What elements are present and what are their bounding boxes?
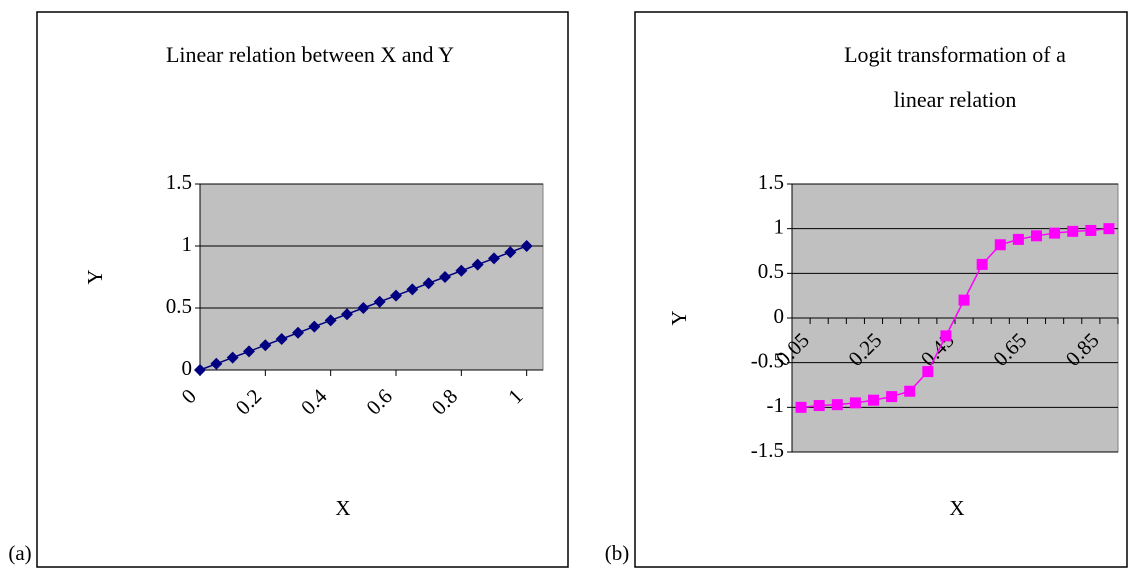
- chart-title-text: Logit transformation of a linear relatio…: [844, 42, 1066, 112]
- data-point: [831, 399, 843, 411]
- data-point: [488, 252, 500, 265]
- data-point: [324, 314, 337, 327]
- data-point: [471, 258, 484, 271]
- plot-area: [199, 183, 544, 371]
- x-axis-label: X: [949, 496, 964, 520]
- data-point: [1031, 230, 1042, 242]
- y-tick-label: 1.5: [166, 170, 192, 194]
- y-tick-label: 0: [182, 356, 193, 380]
- panel-label: (a): [8, 541, 31, 565]
- data-point: [243, 345, 255, 358]
- data-point: [1049, 227, 1061, 239]
- data-point: [226, 351, 239, 364]
- data-point: [886, 391, 898, 403]
- data-point: [904, 385, 916, 397]
- y-tick-label: 0.5: [758, 259, 784, 283]
- data-point: [259, 339, 272, 352]
- data-point: [422, 277, 435, 290]
- chart-title: Logit transformation of a linear relatio…: [844, 42, 1066, 112]
- data-point: [455, 264, 468, 277]
- y-tick-label: 1: [774, 214, 785, 238]
- x-axis-label: X: [335, 496, 350, 520]
- chart-title-text: Linear relation between X and Y: [165, 42, 455, 67]
- data-point: [922, 366, 934, 378]
- data-point: [940, 330, 952, 342]
- data-point: [439, 271, 451, 283]
- chart-title: Linear relation between X and Y: [165, 42, 455, 67]
- data-point: [520, 240, 533, 252]
- data-point: [1012, 233, 1024, 245]
- data-point: [292, 326, 304, 339]
- data-point: [813, 400, 825, 412]
- panel-label: (b): [605, 541, 630, 565]
- data-point: [210, 357, 223, 370]
- y-tick-label: -0.5: [751, 348, 784, 372]
- data-point: [308, 320, 321, 333]
- data-point: [958, 294, 970, 306]
- y-tick-label: 1.5: [758, 170, 784, 194]
- data-point: [504, 246, 517, 259]
- y-tick-label: -1.5: [751, 438, 784, 462]
- data-point: [406, 283, 419, 296]
- y-tick-label: 1: [182, 232, 193, 256]
- y-tick-label: 0.5: [166, 294, 192, 318]
- data-point: [868, 394, 879, 406]
- data-point: [1103, 223, 1115, 235]
- data-point: [1085, 224, 1097, 236]
- data-point: [795, 401, 807, 413]
- data-point: [194, 364, 206, 376]
- data-point: [1067, 225, 1079, 237]
- data-point: [390, 289, 402, 302]
- data-point: [275, 333, 288, 345]
- y-tick-label: -1: [767, 393, 785, 417]
- y-axis-label: Y: [83, 269, 107, 284]
- y-tick-label: 0: [774, 304, 785, 328]
- data-point: [976, 258, 988, 270]
- data-point: [994, 239, 1006, 251]
- data-point: [357, 302, 370, 314]
- y-axis-label: Y: [667, 310, 691, 325]
- data-point: [373, 295, 386, 308]
- data-point: [341, 308, 353, 321]
- data-point: [849, 397, 861, 409]
